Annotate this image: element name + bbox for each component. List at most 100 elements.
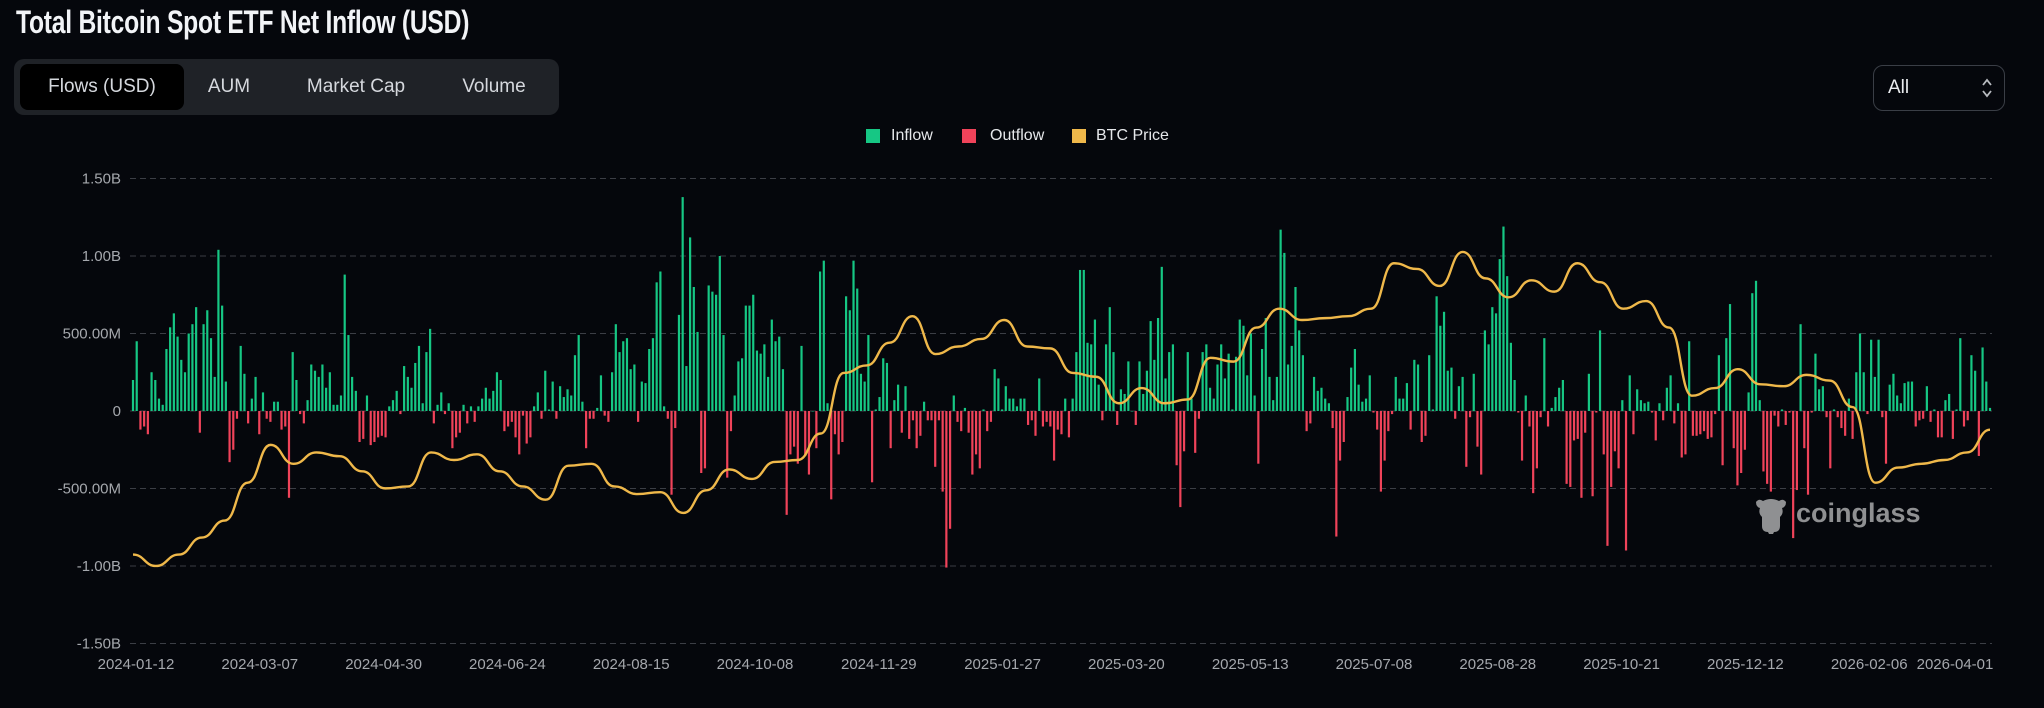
inflow-bar[interactable] bbox=[1428, 355, 1431, 411]
outflow-bar[interactable] bbox=[1584, 411, 1587, 433]
outflow-bar[interactable] bbox=[1673, 411, 1676, 424]
inflow-bar[interactable] bbox=[1665, 387, 1668, 411]
outflow-bar[interactable] bbox=[585, 411, 588, 449]
outflow-bar[interactable] bbox=[510, 411, 513, 422]
inflow-bar[interactable] bbox=[1104, 344, 1108, 411]
tab-volume[interactable]: Volume bbox=[462, 76, 526, 97]
outflow-bar[interactable] bbox=[1480, 411, 1483, 475]
inflow-bar[interactable] bbox=[759, 353, 762, 411]
inflow-bar[interactable] bbox=[1751, 293, 1754, 411]
outflow-bar[interactable] bbox=[380, 411, 383, 436]
inflow-bar[interactable] bbox=[1910, 381, 1914, 411]
outflow-bar[interactable] bbox=[1613, 411, 1616, 452]
outflow-bar[interactable] bbox=[967, 411, 970, 433]
outflow-bar[interactable] bbox=[815, 411, 818, 449]
outflow-bar[interactable] bbox=[870, 411, 874, 483]
inflow-bar[interactable] bbox=[651, 338, 655, 411]
inflow-bar[interactable] bbox=[611, 372, 614, 411]
outflow-bar[interactable] bbox=[1335, 411, 1338, 537]
outflow-bar[interactable] bbox=[670, 411, 673, 495]
outflow-bar[interactable] bbox=[807, 411, 811, 475]
inflow-bar[interactable] bbox=[403, 366, 406, 411]
inflow-bar[interactable] bbox=[744, 305, 747, 411]
outflow-bar[interactable] bbox=[1034, 411, 1037, 436]
outflow-bar[interactable] bbox=[833, 411, 837, 435]
tab-flows-usd[interactable]: Flows (USD) bbox=[20, 64, 184, 110]
inflow-bar[interactable] bbox=[1472, 373, 1475, 411]
inflow-bar[interactable] bbox=[577, 335, 580, 411]
outflow-bar[interactable] bbox=[1175, 411, 1178, 466]
outflow-bar[interactable] bbox=[139, 411, 142, 430]
inflow-bar[interactable] bbox=[1071, 398, 1074, 411]
inflow-bar[interactable] bbox=[291, 352, 294, 411]
inflow-bar[interactable] bbox=[410, 387, 413, 411]
outflow-bar[interactable] bbox=[934, 411, 937, 467]
inflow-bar[interactable] bbox=[1554, 397, 1557, 411]
outflow-bar[interactable] bbox=[1520, 411, 1524, 461]
inflow-bar[interactable] bbox=[1238, 319, 1241, 411]
inflow-bar[interactable] bbox=[180, 359, 183, 411]
inflow-bar[interactable] bbox=[1821, 386, 1824, 411]
inflow-bar[interactable] bbox=[1112, 352, 1115, 411]
outflow-bar[interactable] bbox=[1632, 411, 1635, 435]
inflow-bar[interactable] bbox=[559, 386, 562, 411]
outflow-bar[interactable] bbox=[1409, 411, 1412, 430]
inflow-bar[interactable] bbox=[1275, 376, 1279, 411]
outflow-bar[interactable] bbox=[1951, 411, 1954, 439]
outflow-bar[interactable] bbox=[1684, 411, 1687, 455]
outflow-bar[interactable] bbox=[247, 411, 250, 424]
inflow-bar[interactable] bbox=[562, 397, 565, 411]
outflow-bar[interactable] bbox=[1134, 411, 1137, 425]
inflow-bar[interactable] bbox=[885, 362, 889, 411]
inflow-bar[interactable] bbox=[1494, 313, 1498, 411]
inflow-bar[interactable] bbox=[391, 400, 395, 411]
inflow-bar[interactable] bbox=[169, 327, 172, 411]
inflow-bar[interactable] bbox=[1023, 398, 1026, 411]
inflow-bar[interactable] bbox=[1208, 387, 1212, 411]
inflow-bar[interactable] bbox=[395, 390, 398, 411]
inflow-bar[interactable] bbox=[1279, 229, 1282, 411]
inflow-bar[interactable] bbox=[1491, 307, 1494, 411]
inflow-bar[interactable] bbox=[1234, 356, 1238, 411]
outflow-bar[interactable] bbox=[540, 411, 543, 419]
outflow-bar[interactable] bbox=[1662, 411, 1665, 421]
outflow-bar[interactable] bbox=[900, 411, 903, 433]
inflow-bar[interactable] bbox=[685, 366, 688, 411]
inflow-bar[interactable] bbox=[655, 282, 658, 411]
btc-price-legend-label[interactable]: BTC Price bbox=[1096, 127, 1169, 144]
inflow-bar[interactable] bbox=[1138, 361, 1141, 411]
inflow-bar[interactable] bbox=[1357, 384, 1360, 411]
inflow-bar[interactable] bbox=[778, 336, 781, 411]
outflow-bar[interactable] bbox=[1918, 411, 1921, 421]
inflow-bar[interactable] bbox=[195, 307, 198, 411]
inflow-bar[interactable] bbox=[176, 336, 179, 411]
outflow-bar[interactable] bbox=[1769, 411, 1772, 492]
outflow-bar[interactable] bbox=[1691, 411, 1694, 436]
inflow-bar[interactable] bbox=[826, 403, 829, 411]
inflow-bar[interactable] bbox=[614, 324, 617, 411]
inflow-bar[interactable] bbox=[1561, 380, 1564, 411]
inflow-bar[interactable] bbox=[488, 398, 491, 411]
outflow-bar[interactable] bbox=[1576, 411, 1579, 439]
inflow-bar[interactable] bbox=[1205, 344, 1208, 411]
inflow-bar[interactable] bbox=[1012, 398, 1015, 411]
inflow-bar[interactable] bbox=[1361, 401, 1364, 411]
inflow-bar[interactable] bbox=[1877, 339, 1880, 411]
inflow-bar[interactable] bbox=[1298, 330, 1301, 411]
outflow-bar[interactable] bbox=[455, 411, 458, 438]
outflow-bar[interactable] bbox=[399, 411, 402, 415]
inflow-bar[interactable] bbox=[462, 404, 465, 411]
inflow-bar[interactable] bbox=[1717, 355, 1720, 411]
inflow-bar[interactable] bbox=[1368, 375, 1371, 411]
inflow-bar[interactable] bbox=[1402, 398, 1405, 411]
outflow-bar[interactable] bbox=[1591, 411, 1594, 497]
inflow-bar[interactable] bbox=[1431, 409, 1434, 411]
inflow-bar[interactable] bbox=[1509, 342, 1512, 411]
outflow-bar[interactable] bbox=[1060, 411, 1063, 435]
inflow-bar[interactable] bbox=[187, 333, 190, 412]
inflow-bar[interactable] bbox=[1974, 370, 1977, 411]
inflow-bar[interactable] bbox=[629, 369, 632, 411]
inflow-bar[interactable] bbox=[1870, 339, 1873, 411]
inflow-bar[interactable] bbox=[273, 401, 276, 411]
inflow-bar[interactable] bbox=[1127, 361, 1130, 411]
